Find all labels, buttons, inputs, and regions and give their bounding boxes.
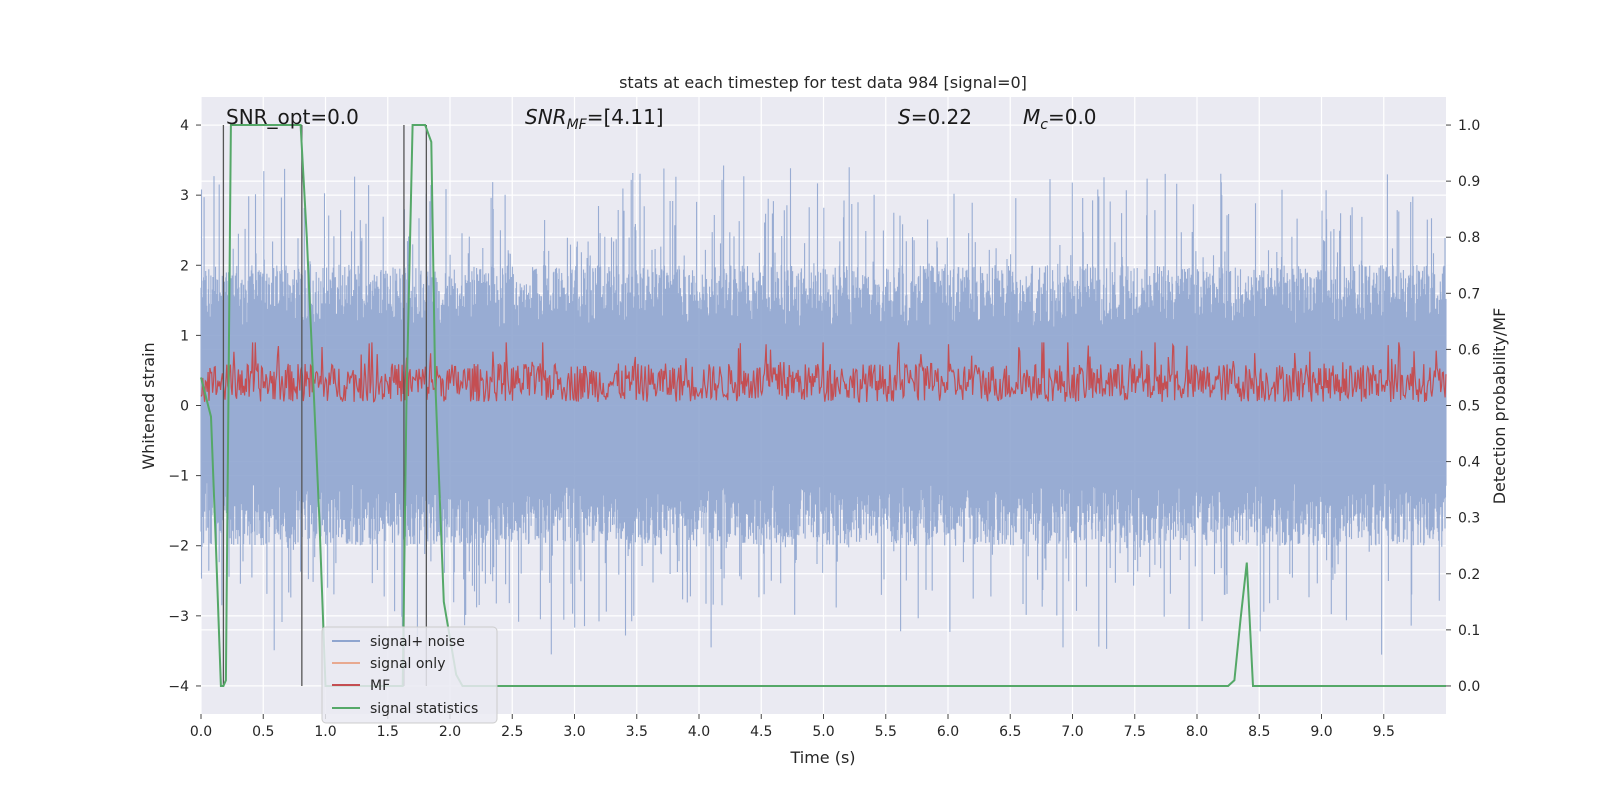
snr-opt-annotation: SNR_opt=0.0 [226,105,359,129]
chart-title: stats at each timestep for test data 984… [619,73,1027,92]
x-tick-label: 0.0 [190,724,212,740]
x-tick-label: 4.5 [750,724,772,740]
y-tick-label: −2 [168,539,189,555]
x-tick-label: 0.5 [252,724,274,740]
y-right-tick-label: 0.2 [1458,567,1480,583]
x-tick-label: 3.5 [626,724,648,740]
x-tick-label: 2.0 [439,724,461,740]
y-axis-label: Whitened strain [139,342,158,469]
y-right-tick-label: 0.5 [1458,399,1480,415]
y-right-tick-label: 0.3 [1458,511,1480,527]
legend-label-signal-noise: signal+ noise [370,634,465,650]
s-annotation: S=0.22 [898,105,972,129]
axes: 0.0 0.5 1.0 1.5 2.0 2.5 3.0 3.5 4.0 4.5 5.0 5.5 6.0 6… [168,118,1480,740]
x-tick-label: 8.0 [1186,724,1208,740]
snr-mf-annotation: SNRMF=[4.11] [525,105,664,133]
snr-mf-symbol: SNR [525,105,567,129]
mc-annotation: Mc=0.0 [1023,105,1097,133]
y-tick-label: 1 [180,328,189,344]
x-tick-label: 1.5 [377,724,399,740]
y-tick-label: 0 [180,399,189,415]
x-tick-label: 8.5 [1248,724,1270,740]
y-right-tick-label: 1.0 [1458,118,1480,134]
x-tick-label: 5.0 [812,724,834,740]
s-value: =0.22 [911,105,972,129]
snr-mf-value: =[4.11] [587,105,664,129]
x-tick-label: 2.5 [501,724,523,740]
x-tick-label: 9.5 [1373,724,1395,740]
y-right-tick-label: 0.1 [1458,623,1480,639]
marker-lines [222,125,427,686]
legend-label-signal-statistics: signal statistics [370,701,478,717]
y-right-tick-label: 0.6 [1458,342,1480,358]
x-axis-label: Time (s) [789,748,855,767]
y-right-axis-label: Detection probability/MF [1490,308,1509,505]
y-tick-label: 2 [180,258,189,274]
snr-mf-subscript: MF [567,117,588,133]
legend-box [321,626,498,724]
y-right-tick-label: 0.0 [1458,679,1480,695]
x-tick-label: 7.5 [1124,724,1146,740]
mc-symbol: M [1023,105,1040,129]
legend: signal+ noise signal only MF signal stat… [321,626,498,724]
y-tick-label: −1 [168,469,189,485]
y-right-tick-label: 0.7 [1458,286,1480,302]
mf-line [200,342,1447,403]
mc-subscript: c [1040,117,1048,133]
x-tick-label: 9.0 [1310,724,1332,740]
signal-statistics-line [200,124,1446,687]
legend-label-signal-only: signal only [370,656,445,672]
x-tick-label: 3.0 [563,724,585,740]
x-tick-label: 4.0 [688,724,710,740]
y-tick-label: −4 [168,679,189,695]
y-tick-label: 4 [180,118,189,134]
s-symbol: S [898,105,911,129]
y-right-tick-label: 0.8 [1458,230,1480,246]
legend-label-mf: MF [370,678,390,694]
x-tick-label: 7.0 [1061,724,1083,740]
mc-value: =0.0 [1048,105,1097,129]
x-tick-label: 6.5 [999,724,1021,740]
y-right-tick-label: 0.4 [1458,455,1480,471]
x-tick-label: 1.0 [314,724,336,740]
x-tick-label: 6.0 [937,724,959,740]
y-tick-label: 3 [180,188,189,204]
signal-statistics-series [200,124,1446,687]
x-tick-label: 5.5 [875,724,897,740]
mf-series [200,342,1447,403]
y-tick-label: −3 [168,609,189,625]
y-right-tick-label: 0.9 [1458,174,1480,190]
